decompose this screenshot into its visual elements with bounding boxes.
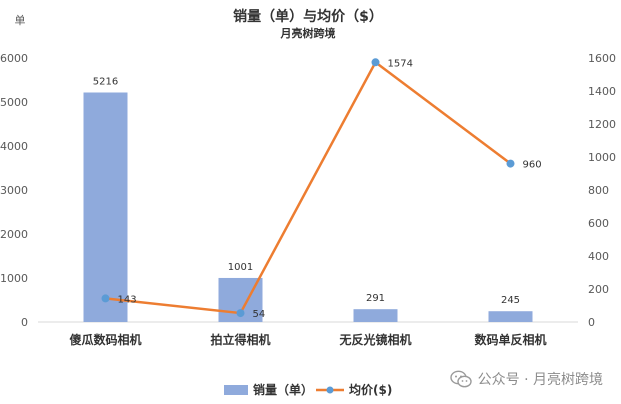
y-right-tick-label: 600: [588, 217, 609, 230]
y-right-tick-label: 1200: [588, 118, 616, 131]
y-right-tick-label: 1600: [588, 52, 616, 65]
y-right-tick-label: 1000: [588, 151, 616, 164]
watermark: 公众号 · 月亮树跨境: [449, 368, 603, 390]
y-left-tick-label: 5000: [0, 96, 28, 109]
y-right-ticks: 0 200 400 600 800 1000 1200 1400 1600: [588, 52, 616, 329]
bar-series: 5216 1001 291 245: [83, 76, 533, 322]
chart-subtitle: 月亮树跨境: [280, 26, 336, 40]
y-right-tick-label: 400: [588, 250, 609, 263]
y-left-tick-label: 4000: [0, 140, 28, 153]
legend-label-line: 均价($): [349, 382, 392, 397]
line-point: [101, 294, 110, 303]
line-value-label: 54: [253, 309, 266, 320]
line-value-label: 143: [118, 294, 137, 305]
y-right-tick-label: 800: [588, 184, 609, 197]
legend: 销量（单） 均价($): [224, 382, 392, 397]
y-right-tick-label: 1400: [588, 85, 616, 98]
y-left-tick-label: 0: [21, 316, 28, 329]
bar: [488, 311, 533, 322]
y-left-tick-label: 3000: [0, 184, 28, 197]
x-category-label: 数码单反相机: [474, 332, 546, 347]
line-value-label: 1574: [388, 58, 413, 69]
bar: [353, 309, 398, 322]
watermark-text: 公众号 · 月亮树跨境: [477, 372, 603, 388]
line-value-label: 960: [523, 160, 542, 171]
bar-value-label: 5216: [93, 76, 118, 87]
legend-swatch-bar: [224, 385, 248, 395]
y-left-tick-label: 1000: [0, 272, 28, 285]
line-point: [506, 159, 515, 168]
line-series: 143 54 1574 960: [101, 58, 542, 320]
legend-marker-line: [326, 386, 334, 394]
line-point: [236, 309, 245, 318]
y-right-tick-label: 200: [588, 283, 609, 296]
wechat-icon: [449, 370, 472, 388]
bar-value-label: 1001: [228, 262, 253, 273]
x-category-label: 无反光镜相机: [338, 332, 411, 347]
line-path: [105, 60, 512, 315]
x-category-label: 傻瓜数码相机: [68, 332, 141, 347]
line-point: [371, 58, 380, 67]
y-left-axis-label: 单: [15, 14, 26, 27]
legend-label-bar: 销量（单）: [253, 382, 313, 397]
chart-title: 销量（单）与均价（$）: [233, 8, 383, 25]
x-category-labels: 傻瓜数码相机 拍立得相机 无反光镜相机 数码单反相机: [68, 332, 546, 347]
y-left-ticks: 0 1000 2000 3000 4000 5000 6000: [0, 52, 28, 329]
y-left-tick-label: 2000: [0, 228, 28, 241]
bar-value-label: 245: [501, 295, 520, 306]
bar-value-label: 291: [366, 293, 385, 304]
y-left-tick-label: 6000: [0, 52, 28, 65]
bar: [83, 92, 128, 322]
x-category-label: 拍立得相机: [210, 332, 270, 347]
y-right-tick-label: 0: [588, 316, 595, 329]
